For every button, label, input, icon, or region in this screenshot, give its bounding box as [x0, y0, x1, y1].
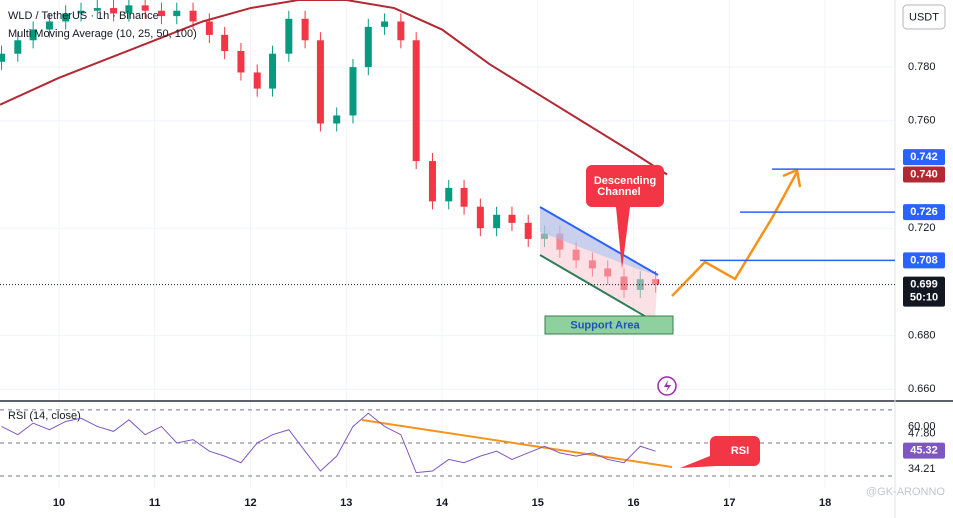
candle-body: [397, 21, 405, 41]
y-tick-label: 0.780: [908, 61, 936, 73]
candle-body: [445, 187, 453, 202]
rsi-tick-label: 60.00: [908, 420, 936, 432]
projection-path: [671, 171, 799, 297]
price-layer: [0, 0, 660, 298]
candle-body: [0, 53, 6, 62]
y-tick-label: 0.760: [908, 115, 936, 127]
candle-body: [93, 8, 101, 11]
x-tick-label: 14: [436, 497, 449, 509]
candle-body: [125, 5, 133, 14]
projection-arrowhead: [782, 168, 802, 188]
ma-label: 0.740: [910, 168, 938, 180]
candle-body: [316, 40, 324, 124]
channel-lower: [539, 254, 656, 323]
x-tick-label: 16: [627, 497, 639, 509]
rsi-tick-label: 34.21: [908, 463, 936, 475]
candle-body: [237, 51, 245, 73]
candle-body: [173, 10, 181, 17]
candle-body: [110, 8, 118, 14]
rsi-callout: [680, 436, 760, 468]
last-price-label: 0.699: [910, 278, 938, 290]
level-label: 0.708: [910, 254, 938, 266]
ma-label-box: [903, 166, 945, 183]
currency: USDT: [909, 11, 939, 23]
candle-body: [189, 10, 197, 22]
candle-body: [349, 67, 357, 116]
chart-title: WLD / TetherUS · 1h · Binance: [8, 10, 159, 22]
countdown: 50:10: [910, 291, 938, 303]
support-box: [544, 315, 674, 335]
candle-body: [493, 214, 501, 229]
candle-body: [221, 34, 229, 52]
support-label: Support Area: [570, 319, 640, 331]
x-tick-label: 18: [819, 497, 831, 509]
level-label-box: [903, 149, 945, 166]
channel-label: Channel: [597, 186, 640, 198]
candle-body: [508, 214, 516, 223]
candle-body: [476, 206, 484, 229]
channel-upper: [539, 206, 659, 276]
x-tick-label: 17: [723, 497, 735, 509]
candle-body: [428, 161, 436, 202]
x-tick-label: 11: [149, 497, 161, 509]
candle-body: [364, 26, 372, 68]
x-tick-label: 12: [244, 497, 256, 509]
alert-bolt: [664, 380, 671, 392]
candle-body: [29, 29, 37, 41]
rsi-line: [1, 412, 656, 474]
y-tick-label: 0.720: [908, 222, 936, 234]
grid-layer: [0, 0, 895, 488]
candle-body: [205, 21, 213, 35]
x-tick-label: 10: [53, 497, 65, 509]
candle-body: [301, 18, 309, 41]
rsi-callout-label: RSI: [731, 445, 749, 457]
level-label: 0.726: [910, 206, 938, 218]
channel-callout: [586, 165, 664, 269]
candle-body: [62, 13, 70, 22]
moving-average: [0, 0, 668, 176]
indicator-title: Multi Moving Average (10, 25, 50, 100): [8, 28, 197, 40]
candle-body: [524, 222, 532, 239]
candle-body: [460, 187, 468, 207]
candle-body: [14, 40, 22, 54]
candle-body: [45, 21, 53, 30]
level-label-box: [903, 252, 945, 269]
rsi-tick-label: 47.80: [908, 427, 936, 439]
channel-label: Descending: [594, 175, 656, 187]
level-label-box: [903, 204, 945, 221]
candle-body: [269, 53, 277, 89]
y-tick-label: 0.660: [908, 383, 936, 395]
x-tick-label: 13: [340, 497, 352, 509]
candle-body: [157, 10, 165, 17]
candle-body: [77, 10, 85, 14]
candle-body: [253, 72, 261, 89]
rsi-title: RSI (14, close): [8, 410, 81, 422]
watermark: @GK-ARONNO: [866, 486, 945, 498]
candle-body: [412, 40, 420, 162]
y-tick-label: 0.680: [908, 329, 936, 341]
rsi-last-label: 45.32: [910, 445, 938, 457]
candle-body: [285, 18, 293, 54]
rsi-trendline: [361, 419, 673, 468]
last-price-box: [903, 276, 945, 307]
candle-body: [333, 115, 341, 124]
candle-body: [141, 5, 149, 11]
level-label: 0.742: [910, 151, 938, 163]
candle-body: [381, 21, 389, 27]
rsi-last-box: [903, 442, 945, 459]
x-tick-label: 15: [532, 497, 544, 509]
currency-box: [902, 4, 946, 30]
